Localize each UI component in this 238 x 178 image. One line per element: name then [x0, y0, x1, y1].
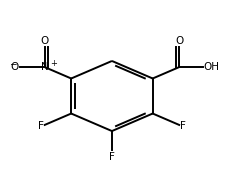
Text: O: O: [41, 36, 49, 46]
Text: −: −: [9, 59, 16, 68]
Text: N: N: [41, 62, 49, 72]
Text: F: F: [38, 121, 44, 131]
Text: O: O: [175, 36, 183, 46]
Text: F: F: [109, 152, 115, 162]
Text: O: O: [11, 62, 19, 72]
Text: +: +: [50, 59, 57, 68]
Text: F: F: [180, 121, 186, 131]
Text: OH: OH: [204, 62, 220, 72]
